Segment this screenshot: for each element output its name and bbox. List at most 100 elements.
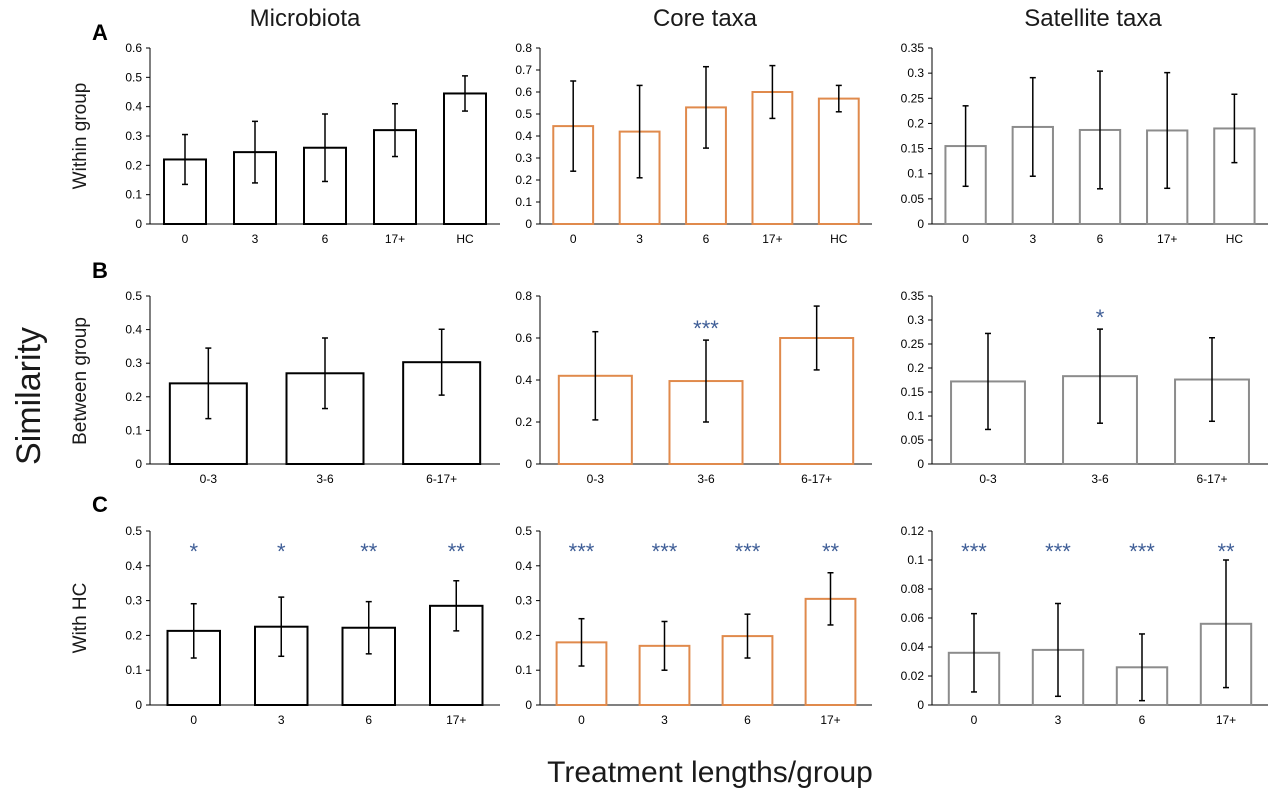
x-tick-label: 6-17+ (801, 472, 832, 486)
y-tick-label: 0.5 (515, 107, 532, 121)
x-tick-label: HC (830, 232, 848, 246)
panel-letter-b: B (92, 258, 108, 283)
y-tick-label: 0.6 (125, 41, 142, 55)
y-tick-label: 0 (525, 217, 532, 231)
x-tick-label: 3 (661, 713, 668, 727)
y-tick-label: 0.05 (901, 433, 925, 447)
y-tick-label: 0.35 (901, 41, 925, 55)
significance-marker: ** (448, 539, 466, 564)
y-tick-label: 0.1 (515, 195, 532, 209)
panel-letter-c: C (92, 492, 108, 517)
chart-panel-B-core: 0 0.2 0.4 0.6 0.8 0-3 3-6 *** 6-17+ (515, 289, 872, 486)
chart-panel-C-microbiota: 0 0.1 0.2 0.3 0.4 0.5 0 * 3 * 6 ** 17+ ** (125, 524, 500, 727)
y-tick-label: 0.5 (515, 524, 532, 538)
x-tick-label: 6 (1139, 713, 1146, 727)
y-tick-label: 0.4 (125, 323, 142, 337)
y-tick-label: 0.3 (515, 151, 532, 165)
y-tick-label: 0.06 (901, 611, 925, 625)
y-tick-label: 0.2 (125, 390, 142, 404)
row-label-with-hc: With HC (70, 583, 91, 654)
significance-marker: * (1096, 305, 1105, 330)
x-tick-label: 17+ (446, 713, 466, 727)
x-tick-label: 6 (322, 232, 329, 246)
y-tick-label: 0.35 (901, 289, 925, 303)
y-tick-label: 0.2 (515, 628, 532, 642)
y-tick-label: 0.5 (125, 70, 142, 84)
y-tick-label: 0.25 (901, 91, 925, 105)
y-tick-label: 0.05 (901, 192, 925, 206)
y-tick-label: 0.4 (125, 559, 142, 573)
y-tick-label: 0.25 (901, 337, 925, 351)
x-tick-label: 17+ (385, 232, 405, 246)
y-tick-label: 0 (917, 457, 924, 471)
y-tick-label: 0.3 (907, 66, 924, 80)
y-tick-label: 0.1 (125, 663, 142, 677)
bar (443, 92, 487, 226)
x-tick-label: 6-17+ (426, 472, 457, 486)
x-tick-label: 0 (971, 713, 978, 727)
y-tick-label: 0.8 (515, 41, 532, 55)
y-tick-label: 0.2 (125, 158, 142, 172)
significance-marker: * (189, 539, 198, 564)
x-tick-label: 0-3 (587, 472, 605, 486)
y-tick-label: 0.4 (515, 373, 532, 387)
significance-marker: *** (652, 539, 678, 564)
bar (254, 625, 309, 707)
column-title-core: Core taxa (653, 5, 758, 32)
y-tick-label: 0.12 (901, 524, 925, 538)
y-tick-label: 0.2 (125, 628, 142, 642)
significance-marker: *** (1045, 539, 1071, 564)
x-tick-label: 0 (962, 232, 969, 246)
y-tick-label: 0.4 (515, 559, 532, 573)
y-tick-label: 0.3 (125, 594, 142, 608)
chart-panel-B-microbiota: 0 0.1 0.2 0.3 0.4 0.5 0-3 3-6 6-17+ (125, 289, 500, 486)
x-tick-label: 17+ (762, 232, 782, 246)
x-tick-label: 6 (365, 713, 372, 727)
column-title-microbiota: Microbiota (250, 5, 361, 32)
significance-marker: ** (822, 539, 840, 564)
y-tick-label: 0 (135, 217, 142, 231)
y-tick-label: 0 (917, 217, 924, 231)
y-tick-label: 0.2 (907, 116, 924, 130)
x-tick-label: 3 (1029, 232, 1036, 246)
row-label-within-group: Within group (70, 83, 91, 190)
x-tick-label: 17+ (820, 713, 840, 727)
chart-panel-C-core: 0 0.1 0.2 0.3 0.4 0.5 0 *** 3 *** 6 *** 17+ ** (515, 524, 872, 727)
y-tick-label: 0.04 (901, 640, 925, 654)
y-tick-label: 0.3 (515, 594, 532, 608)
x-tick-label: 3-6 (697, 472, 715, 486)
y-tick-label: 0.1 (907, 553, 924, 567)
x-tick-label: 6 (1097, 232, 1104, 246)
x-tick-label: 6 (744, 713, 751, 727)
y-tick-label: 0.8 (515, 289, 532, 303)
y-tick-label: 0.1 (125, 188, 142, 202)
y-tick-label: 0.3 (125, 356, 142, 370)
x-tick-label: 3 (252, 232, 259, 246)
y-tick-label: 0.1 (907, 167, 924, 181)
column-title-satellite: Satellite taxa (1024, 5, 1162, 32)
x-tick-label: 0-3 (979, 472, 997, 486)
y-tick-label: 0.02 (901, 669, 925, 683)
y-tick-label: 0.3 (907, 313, 924, 327)
x-tick-label: 3 (1055, 713, 1062, 727)
y-tick-label: 0 (525, 698, 532, 712)
chart-panel-A-microbiota: 0 0.1 0.2 0.3 0.4 0.5 0.6 0 3 6 17+ HC (125, 41, 500, 246)
significance-marker: *** (569, 539, 595, 564)
chart-panel-C-satellite: 0 0.02 0.04 0.06 0.08 0.1 0.12 0 *** 3 *** 6 *** 17+ *… (901, 524, 1268, 727)
y-tick-label: 0.6 (515, 85, 532, 99)
y-tick-label: 0.08 (901, 582, 925, 596)
y-tick-label: 0.4 (515, 129, 532, 143)
x-tick-label: HC (456, 232, 474, 246)
x-tick-label: 0 (578, 713, 585, 727)
x-tick-label: 6 (703, 232, 710, 246)
x-tick-label: 3-6 (316, 472, 334, 486)
x-tick-label: 17+ (1157, 232, 1177, 246)
y-tick-label: 0 (135, 698, 142, 712)
x-tick-label: 6-17+ (1196, 472, 1227, 486)
significance-marker: ** (360, 539, 378, 564)
y-tick-label: 0.15 (901, 142, 925, 156)
significance-marker: *** (961, 539, 987, 564)
significance-marker: * (277, 539, 286, 564)
significance-marker: ** (1217, 539, 1235, 564)
